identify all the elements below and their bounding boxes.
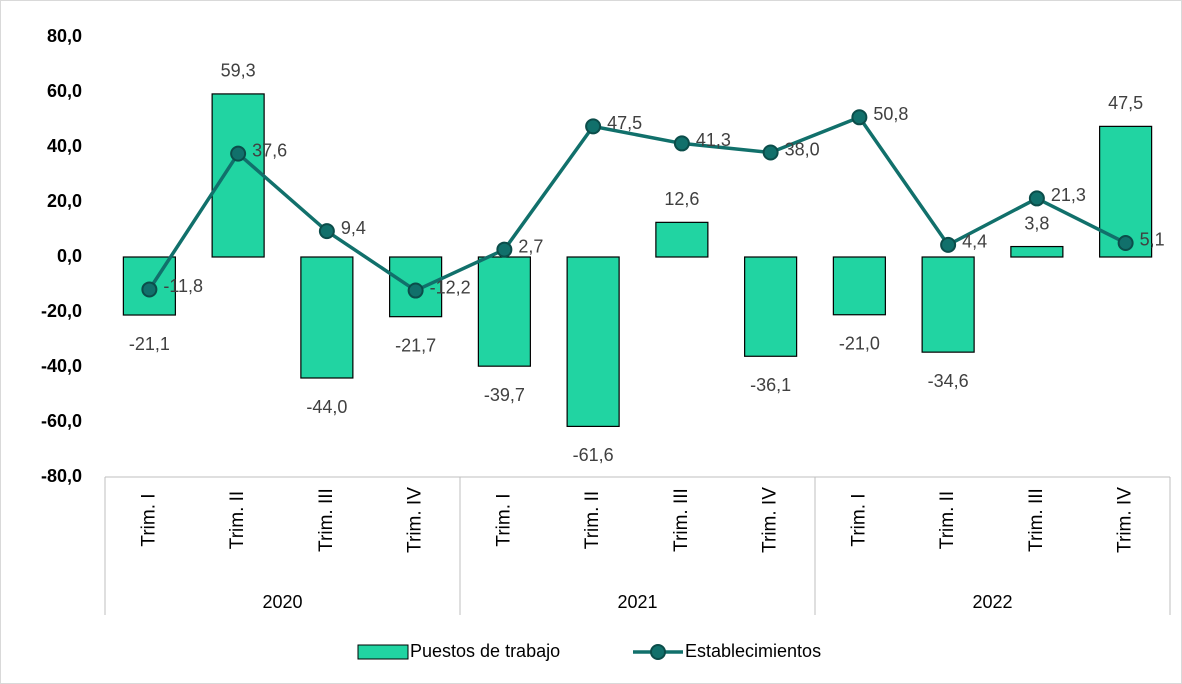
bar [655, 221, 709, 258]
y-tick-label: 80,0 [47, 26, 82, 46]
y-tick-label: -60,0 [41, 411, 82, 431]
x-tick-label: Trim. III [316, 488, 337, 552]
bar-value-label: 47,5 [1108, 93, 1143, 113]
line-value-label: 4,4 [962, 232, 987, 252]
y-tick-label: 40,0 [47, 136, 82, 156]
bar [832, 256, 886, 316]
marker [230, 145, 247, 162]
group-label: 2022 [972, 592, 1012, 612]
y-tick-label: -40,0 [41, 356, 82, 376]
bar-value-label: 59,3 [221, 61, 256, 81]
marker [762, 144, 779, 161]
bar-value-label: -34,6 [928, 371, 969, 391]
x-tick-label: Trim. III [1026, 488, 1047, 552]
line-value-label: 37,6 [252, 140, 287, 160]
x-tick-label: Trim. IV [1115, 487, 1136, 553]
legend-marker [650, 644, 666, 660]
line-value-label: 5,1 [1140, 230, 1165, 250]
bar-value-label: 3,8 [1024, 213, 1049, 233]
line-value-label: 21,3 [1051, 185, 1086, 205]
line-value-label: -12,2 [430, 277, 471, 297]
line-value-label: 41,3 [696, 130, 731, 150]
marker [585, 118, 602, 135]
line-value-label: 47,5 [607, 113, 642, 133]
marker [851, 109, 868, 126]
x-tick-label: Trim. II [582, 491, 603, 549]
marker [940, 236, 957, 253]
line-value-label: 2,7 [518, 236, 543, 256]
marker [318, 223, 335, 240]
bar [477, 256, 531, 367]
x-tick-label: Trim. II [937, 491, 958, 549]
legend-swatch [357, 644, 409, 660]
y-tick-label: -80,0 [41, 466, 82, 486]
marker [407, 282, 424, 299]
group-label: 2021 [617, 592, 657, 612]
x-tick-label: Trim. I [848, 493, 869, 546]
bar-value-label: -44,0 [306, 397, 347, 417]
marker [1028, 190, 1045, 207]
y-tick-label: 60,0 [47, 81, 82, 101]
bar [566, 256, 620, 427]
x-tick-label: Trim. II [227, 491, 248, 549]
marker [1117, 234, 1134, 251]
bar-value-label: -61,6 [573, 445, 614, 465]
line-value-label: -11,8 [163, 276, 203, 296]
group-label: 2020 [262, 592, 302, 612]
bar-value-label: -21,0 [839, 334, 880, 354]
marker [673, 135, 690, 152]
line [147, 115, 1127, 293]
line-value-label: 38,0 [785, 139, 820, 159]
bar-value-label: -36,1 [750, 375, 791, 395]
y-tick-label: 20,0 [47, 191, 82, 211]
bar [211, 93, 265, 258]
bar [1010, 245, 1064, 258]
bar [744, 256, 798, 357]
marker [496, 241, 513, 258]
bar-value-label: -21,1 [129, 334, 170, 354]
x-tick-label: Trim. IV [760, 487, 781, 553]
y-tick-label: 0,0 [57, 246, 82, 266]
legend-label: Establecimientos [685, 641, 821, 661]
y-tick-label: -20,0 [41, 301, 82, 321]
bar [921, 256, 975, 353]
legend-label: Puestos de trabajo [410, 641, 560, 661]
line-value-label: 9,4 [341, 218, 366, 238]
x-tick-label: Trim. I [138, 493, 159, 546]
x-tick-label: Trim. IV [405, 487, 426, 553]
bar-value-label: -39,7 [484, 385, 525, 405]
x-tick-label: Trim. III [671, 488, 692, 552]
bar [300, 256, 354, 379]
marker [141, 281, 158, 298]
bar-value-label: 12,6 [664, 189, 699, 209]
bar-value-label: -21,7 [395, 335, 436, 355]
line-value-label: 50,8 [873, 104, 908, 124]
x-tick-label: Trim. I [493, 493, 514, 546]
